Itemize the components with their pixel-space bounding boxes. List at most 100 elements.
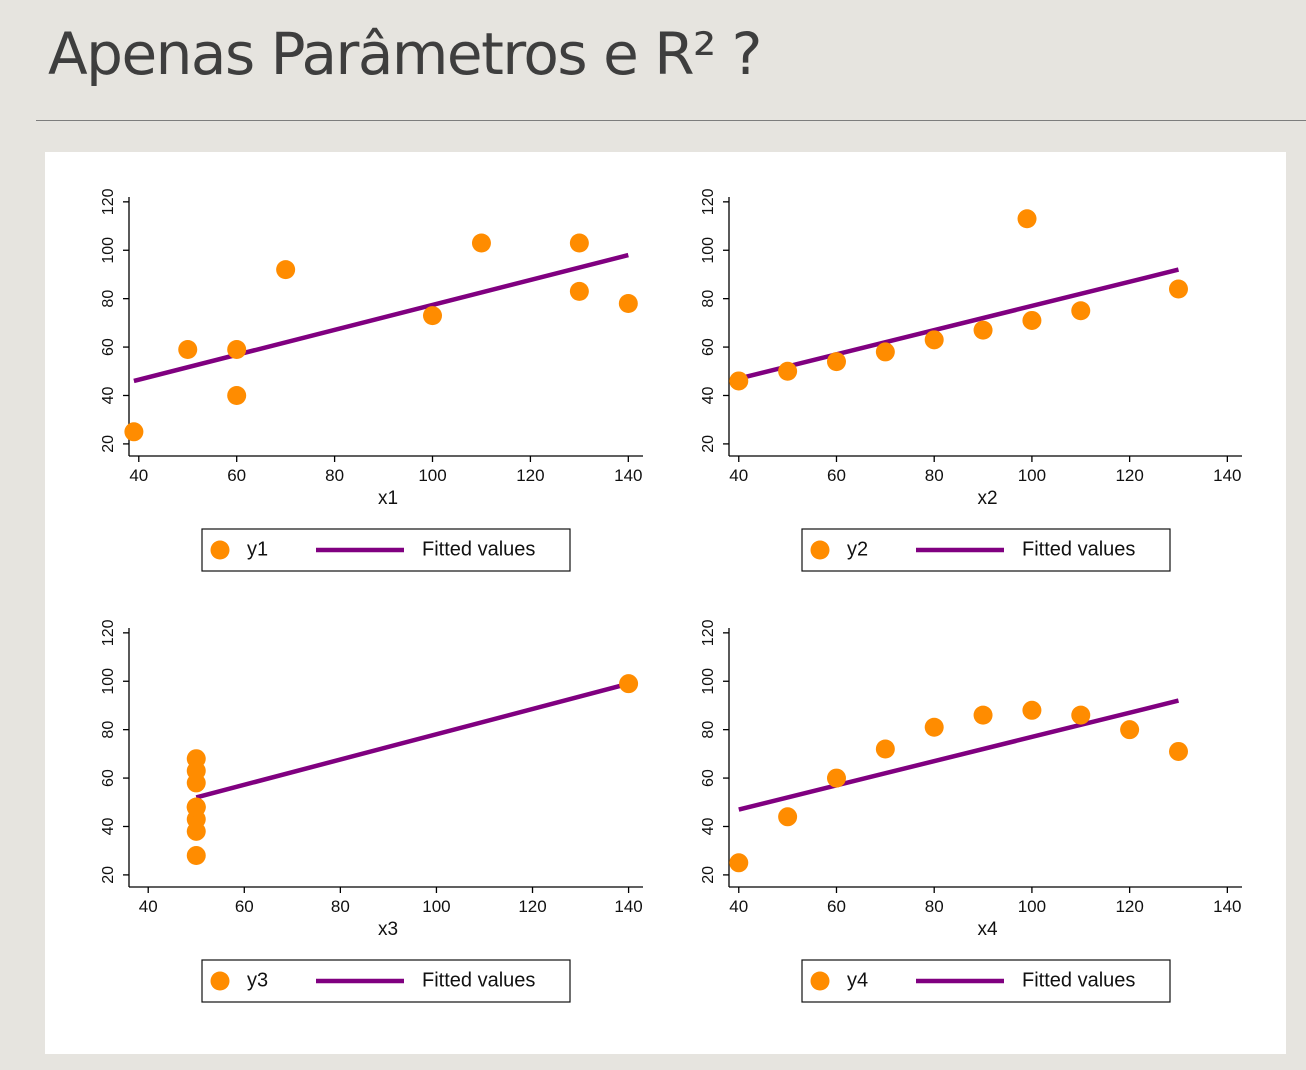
- legend: y3 Fitted values: [201, 959, 571, 1003]
- x-tick-label: 100: [418, 466, 446, 485]
- y-tick-label: 60: [100, 769, 117, 787]
- chart-4: 40 60 80 100 120 140 20 40 60 80 100 120 x4 y4 Fitted …: [700, 619, 1242, 1003]
- y-tick-label: 40: [700, 817, 717, 835]
- data-point: [924, 330, 944, 350]
- data-point: [1071, 705, 1091, 725]
- legend-label: Fitted values: [1022, 969, 1135, 991]
- data-point: [924, 717, 944, 737]
- data-point: [186, 797, 206, 817]
- data-point: [619, 674, 639, 694]
- x-tick-label: 80: [331, 897, 350, 916]
- legend-label: y4: [847, 969, 868, 991]
- x-axis-label: x3: [378, 919, 398, 940]
- data-point: [1168, 741, 1188, 761]
- data-point: [471, 233, 491, 253]
- data-point: [729, 371, 749, 391]
- x-tick-label: 60: [235, 897, 254, 916]
- y-tick-label: 40: [100, 817, 117, 835]
- chart-1: 40 60 80 100 120 140 20 40 60 80 100 120 x1 y1 Fitted …: [100, 188, 643, 572]
- x-tick-label: 100: [422, 897, 450, 916]
- fitted-line: [738, 698, 1180, 812]
- scatter-plot-grid: 40 60 80 100 120 140 20 40 60 80 100 120 x1 y1 Fitted …: [100, 188, 1242, 1003]
- x-tick-label: 60: [827, 897, 846, 916]
- y-tick-label: 20: [100, 435, 117, 453]
- data-point: [276, 260, 296, 280]
- x-axis-label: x1: [378, 488, 398, 509]
- legend: y4 Fitted values: [801, 959, 1171, 1003]
- chart-3: 40 60 80 100 120 140 20 40 60 80 100 120 x3 y3 Fitted …: [100, 619, 643, 1003]
- data-point: [1017, 209, 1037, 229]
- y-tick-label: 20: [700, 866, 717, 884]
- x-tick-label: 100: [1018, 466, 1046, 485]
- data-point: [875, 739, 895, 759]
- data-point: [875, 342, 895, 362]
- x-tick-label: 140: [1213, 466, 1241, 485]
- y-tick-label: 120: [700, 188, 717, 215]
- data-point: [1022, 310, 1042, 330]
- data-point: [826, 352, 846, 372]
- data-point: [826, 768, 846, 788]
- data-point: [778, 807, 798, 827]
- x-tick-label: 120: [518, 897, 546, 916]
- y-tick-label: 100: [700, 668, 717, 695]
- legend-point-marker: [810, 971, 830, 991]
- x-tick-label: 100: [1018, 897, 1046, 916]
- data-point: [778, 361, 798, 381]
- y-tick-label: 40: [100, 386, 117, 404]
- data-point: [227, 385, 247, 405]
- y-tick-label: 80: [100, 721, 117, 739]
- y-tick-label: 60: [700, 338, 717, 356]
- y-tick-label: 100: [100, 668, 117, 695]
- legend-label: y3: [247, 969, 268, 991]
- legend-point-marker: [810, 540, 830, 560]
- y-tick-label: 20: [700, 435, 717, 453]
- y-tick-label: 120: [700, 619, 717, 646]
- x-tick-label: 40: [729, 466, 748, 485]
- y-tick-label: 100: [700, 237, 717, 264]
- fitted-line: [738, 267, 1180, 381]
- y-tick-label: 80: [700, 721, 717, 739]
- y-tick-label: 60: [100, 338, 117, 356]
- data-point: [569, 281, 589, 301]
- legend-label: y1: [247, 538, 268, 560]
- chart-panel: 40 60 80 100 120 140 20 40 60 80 100 120 x1 y1 Fitted …: [45, 152, 1286, 1054]
- y-tick-label: 120: [100, 619, 117, 646]
- x-tick-label: 140: [614, 466, 642, 485]
- x-tick-label: 40: [129, 466, 148, 485]
- y-tick-label: 100: [100, 237, 117, 264]
- data-point: [569, 233, 589, 253]
- chart-2: 40 60 80 100 120 140 20 40 60 80 100 120 x2 y2 Fitted …: [700, 188, 1242, 572]
- legend-label: Fitted values: [422, 538, 535, 560]
- fitted-line: [195, 681, 630, 800]
- x-tick-label: 140: [1213, 897, 1241, 916]
- legend-label: Fitted values: [1022, 538, 1135, 560]
- fitted-line: [133, 252, 629, 384]
- x-tick-label: 80: [925, 466, 944, 485]
- data-point: [1168, 279, 1188, 299]
- x-tick-label: 80: [925, 897, 944, 916]
- legend-point-marker: [210, 540, 230, 560]
- legend: y1 Fitted values: [201, 528, 571, 572]
- x-tick-label: 60: [227, 466, 246, 485]
- data-point: [973, 705, 993, 725]
- data-point: [729, 853, 749, 873]
- data-point: [1071, 301, 1091, 321]
- x-axis-label: x4: [977, 919, 998, 940]
- x-tick-label: 40: [729, 897, 748, 916]
- x-tick-label: 120: [1115, 466, 1143, 485]
- x-tick-label: 120: [1115, 897, 1143, 916]
- y-tick-label: 60: [700, 769, 717, 787]
- legend-box: [201, 959, 571, 1003]
- y-tick-label: 80: [100, 290, 117, 308]
- x-tick-label: 120: [516, 466, 544, 485]
- x-tick-label: 140: [614, 897, 642, 916]
- data-point: [178, 339, 198, 359]
- legend: y2 Fitted values: [801, 528, 1171, 572]
- data-point: [618, 294, 638, 314]
- data-point: [973, 320, 993, 340]
- y-tick-label: 80: [700, 290, 717, 308]
- x-axis-label: x2: [977, 488, 997, 509]
- data-point: [1120, 720, 1140, 740]
- x-tick-label: 80: [325, 466, 344, 485]
- y-tick-label: 120: [100, 188, 117, 215]
